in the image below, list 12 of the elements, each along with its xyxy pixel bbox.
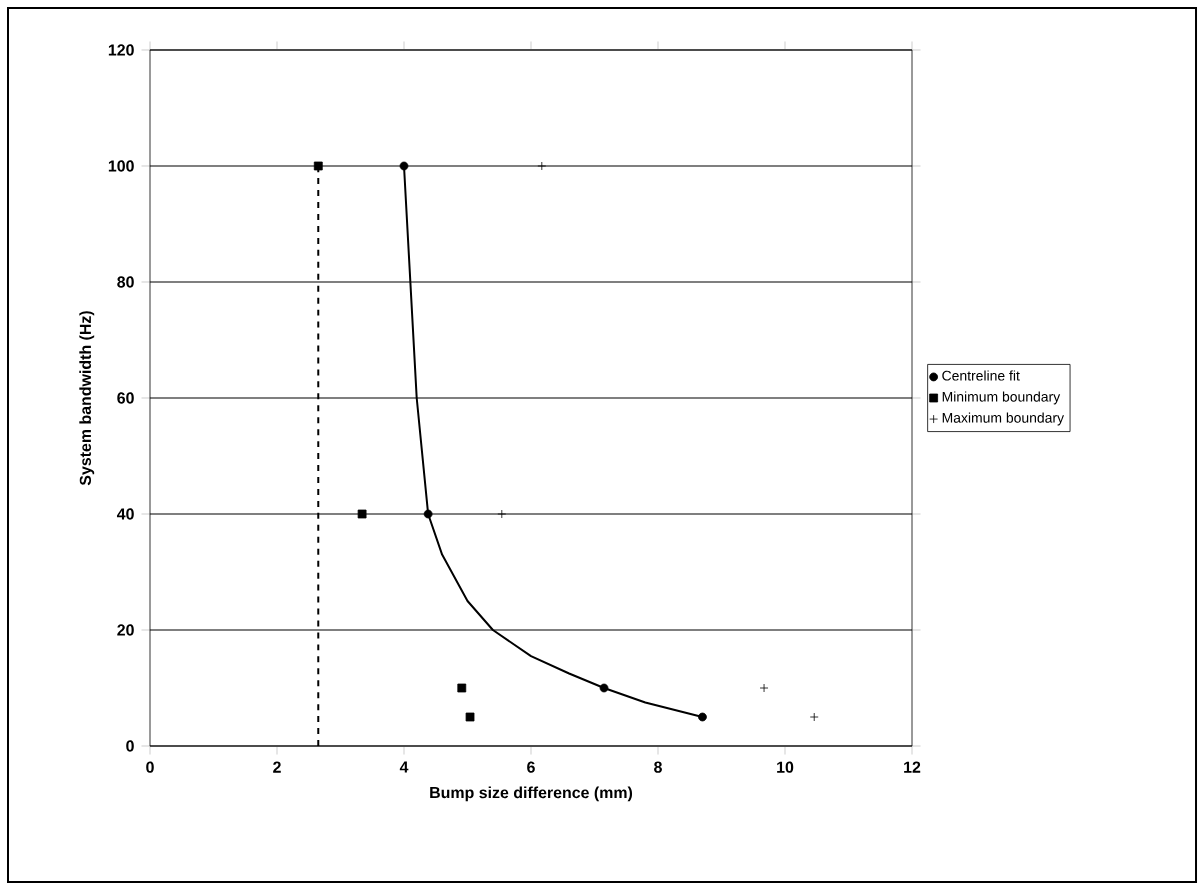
point [399,161,409,171]
point [357,509,367,519]
point [599,683,609,693]
point [497,509,507,519]
point [809,712,819,722]
point [423,509,433,519]
point [537,161,547,171]
point [465,712,475,722]
point [759,683,769,693]
point [698,712,707,722]
point [457,683,467,693]
point [313,161,323,171]
